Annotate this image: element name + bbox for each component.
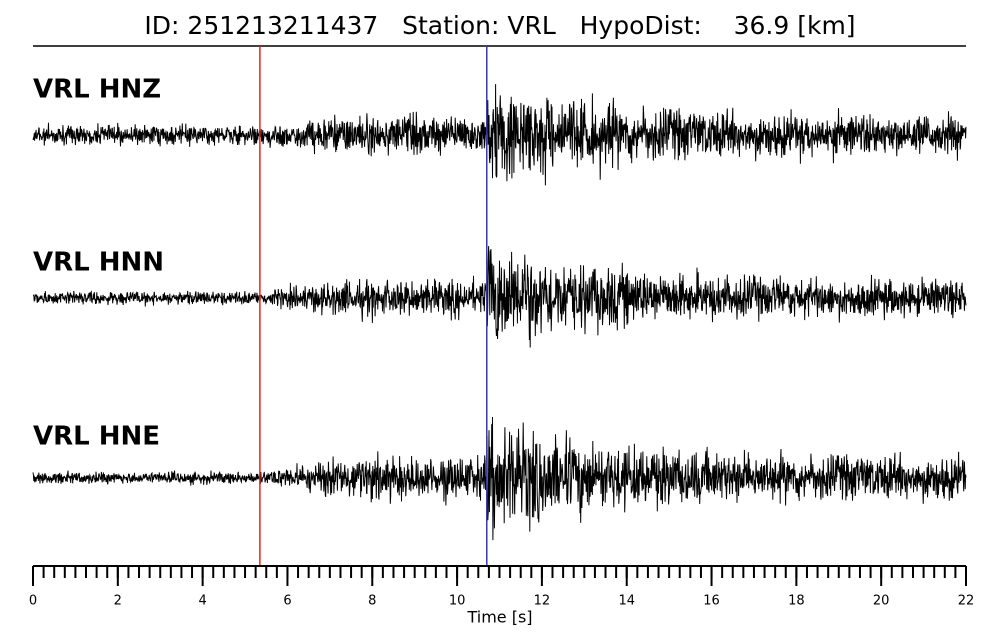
channel-label: VRL HNN <box>33 248 164 278</box>
x-tick-label: 18 <box>788 594 805 609</box>
x-tick-label: 20 <box>873 594 890 609</box>
channel-label: VRL HNE <box>33 422 160 452</box>
x-tick-label: 2 <box>114 594 122 609</box>
x-tick-label: 0 <box>29 594 37 609</box>
channel-label: VRL HNZ <box>33 75 161 105</box>
waveform <box>32 416 967 541</box>
x-tick-label: 22 <box>958 594 975 609</box>
chart-title: ID: 251213211437 Station: VRL HypoDist: … <box>144 11 855 40</box>
x-tick-label: 8 <box>368 594 376 609</box>
x-tick-label: 4 <box>198 594 206 609</box>
x-tick-label: 16 <box>703 594 720 609</box>
x-tick-label: 12 <box>534 594 551 609</box>
x-tick-label: 14 <box>618 594 635 609</box>
x-axis-label: Time [s] <box>466 608 532 627</box>
x-tick-label: 10 <box>449 594 466 609</box>
waveform <box>32 84 967 186</box>
waveform <box>32 246 967 348</box>
x-tick-label: 6 <box>283 594 291 609</box>
